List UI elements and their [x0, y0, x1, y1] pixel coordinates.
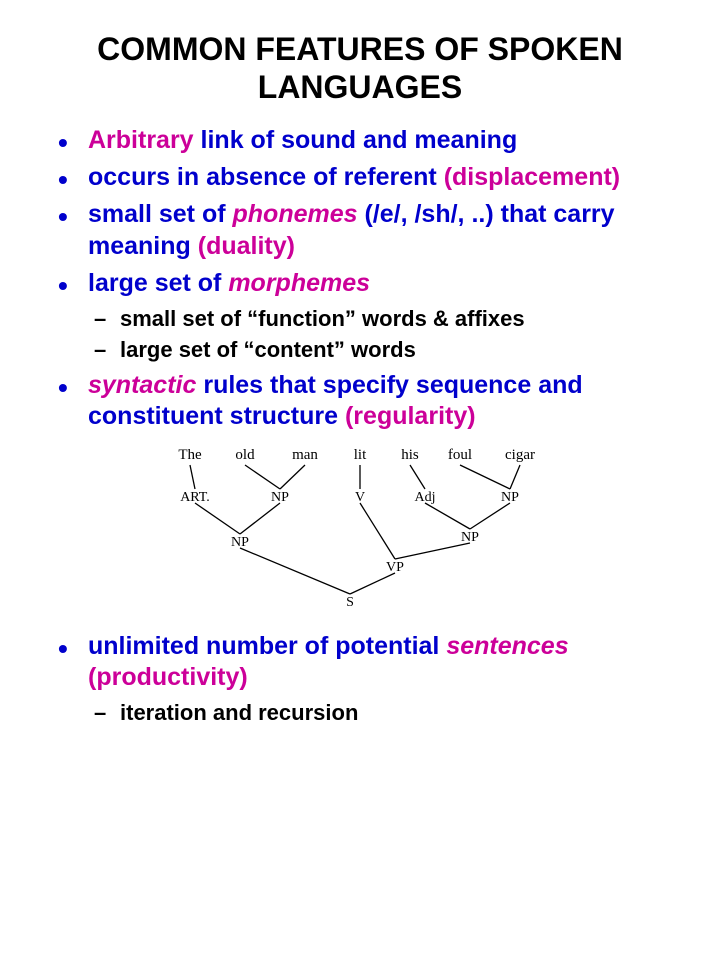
bullet-item: Arbitrary link of sound and meaning — [50, 125, 670, 156]
text-run: small set of — [88, 200, 233, 228]
svg-text:ART.: ART. — [180, 490, 210, 505]
bullet-item: syntactic rules that specify sequence an… — [50, 370, 670, 433]
bullet-item: occurs in absence of referent (displacem… — [50, 162, 670, 193]
text-run: unlimited number of potential — [88, 632, 446, 660]
bullet-item: large set of morphemes — [50, 268, 670, 299]
sub-item: large set of “content” words — [50, 336, 670, 365]
text-run: (displacement) — [444, 163, 620, 191]
svg-text:man: man — [292, 447, 318, 463]
text-run: occurs in absence of referent — [88, 163, 444, 191]
svg-text:cigar: cigar — [505, 447, 535, 463]
bullet-item: unlimited number of potential sentences … — [50, 631, 670, 694]
svg-text:NP: NP — [231, 535, 249, 550]
text-run: (regularity) — [345, 402, 476, 430]
text-run: morphemes — [228, 269, 370, 297]
diagram-wrap: The old man lit his foul cigar ART. NP V Adj NP NP NP… — [50, 441, 670, 621]
bullet-item: small set of phonemes (/e/, /sh/, ..) th… — [50, 199, 670, 262]
text-run: (/e/, /sh/, ..) — [358, 200, 501, 228]
svg-text:foul: foul — [448, 447, 472, 463]
text-run: (duality) — [198, 232, 295, 260]
text-run: large set of — [88, 269, 228, 297]
svg-text:NP: NP — [501, 490, 519, 505]
text-run: sentences — [446, 632, 568, 660]
svg-text:VP: VP — [386, 560, 404, 575]
svg-text:Adj: Adj — [415, 490, 436, 505]
sub-item: small set of “function” words & affixes — [50, 305, 670, 334]
svg-text:NP: NP — [271, 490, 289, 505]
syntax-tree-diagram: The old man lit his foul cigar ART. NP V Adj NP NP NP… — [140, 441, 580, 621]
text-run: syntactic — [88, 371, 196, 399]
text-run: (productivity) — [88, 663, 248, 691]
text-run: phonemes — [233, 200, 358, 228]
svg-text:his: his — [401, 447, 419, 463]
svg-text:NP: NP — [461, 530, 479, 545]
text-run: link of sound and meaning — [194, 126, 518, 154]
sub-list: iteration and recursion — [50, 699, 670, 728]
sub-item: iteration and recursion — [50, 699, 670, 728]
page-title: COMMON FEATURES OF SPOKEN LANGUAGES — [50, 30, 670, 107]
sub-list: small set of “function” words & affixesl… — [50, 305, 670, 364]
bullet-list: Arbitrary link of sound and meaning occur… — [50, 125, 670, 728]
svg-text:old: old — [235, 447, 255, 463]
slide-container: COMMON FEATURES OF SPOKEN LANGUAGES Arbi… — [0, 0, 720, 764]
svg-text:V: V — [355, 490, 365, 505]
svg-text:S: S — [346, 595, 354, 610]
svg-text:lit: lit — [354, 447, 367, 463]
text-run: Arbitrary — [88, 126, 194, 154]
svg-text:The: The — [178, 447, 202, 463]
